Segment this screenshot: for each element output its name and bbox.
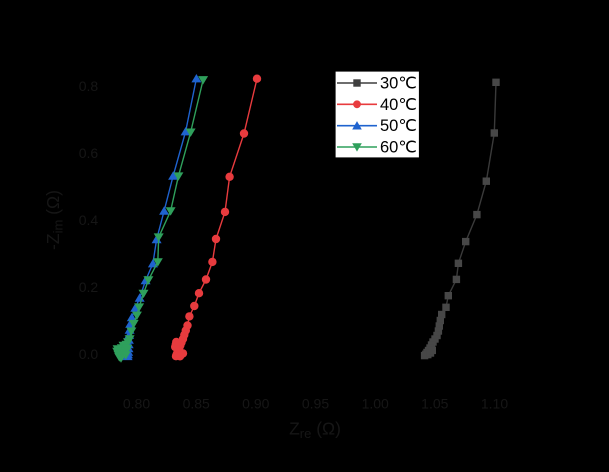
svg-text:0.4: 0.4 xyxy=(79,212,99,228)
svg-text:0.8: 0.8 xyxy=(79,78,99,94)
svg-text:1.05: 1.05 xyxy=(421,396,448,412)
svg-text:40℃: 40℃ xyxy=(380,96,417,114)
svg-text:1.10: 1.10 xyxy=(481,396,508,412)
svg-text:Zre (Ω): Zre (Ω) xyxy=(289,419,341,442)
svg-text:0.90: 0.90 xyxy=(242,396,269,412)
svg-text:-Zim (Ω): -Zim (Ω) xyxy=(43,190,66,250)
svg-text:60℃: 60℃ xyxy=(380,139,417,157)
svg-text:0.0: 0.0 xyxy=(79,346,99,362)
svg-text:30℃: 30℃ xyxy=(380,75,417,93)
svg-text:0.95: 0.95 xyxy=(302,396,329,412)
svg-text:0.85: 0.85 xyxy=(183,396,210,412)
svg-text:1.00: 1.00 xyxy=(362,396,389,412)
svg-text:0.80: 0.80 xyxy=(123,396,150,412)
svg-text:0.2: 0.2 xyxy=(79,279,99,295)
svg-text:50℃: 50℃ xyxy=(380,117,417,135)
svg-text:0.6: 0.6 xyxy=(79,145,99,161)
